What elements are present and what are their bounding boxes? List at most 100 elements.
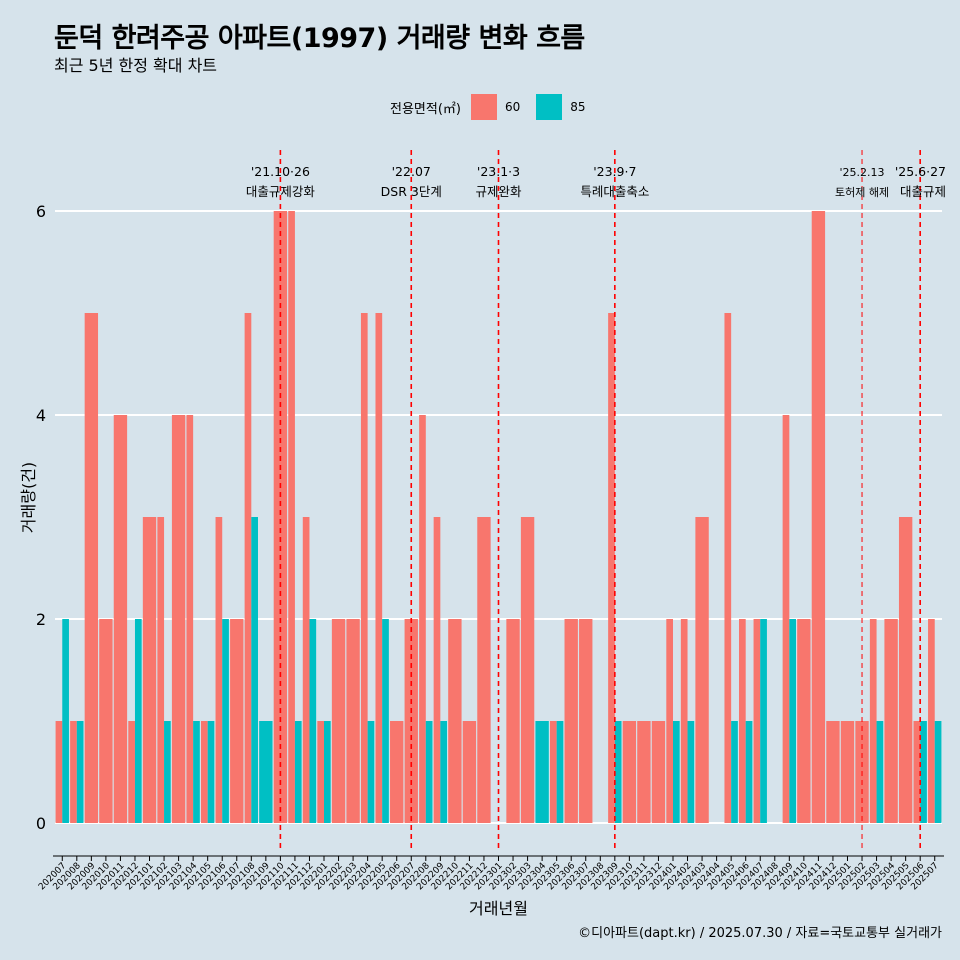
bar-60 [506, 619, 520, 823]
bar-85 [760, 619, 767, 823]
legend-swatch-60 [470, 94, 497, 120]
bar-60 [360, 313, 368, 823]
bar-60 [477, 517, 491, 823]
bar-85 [259, 721, 273, 823]
chart-title: 둔덕 한려주공 아파트(1997) 거래량 변화 흐름 [54, 23, 585, 54]
event-name-label: 대출규제 [900, 184, 946, 199]
bar-60 [142, 517, 157, 823]
bar-60 [288, 211, 295, 823]
bar-60 [913, 721, 921, 823]
bar-60 [782, 415, 790, 823]
bar-60 [724, 313, 732, 823]
bar-60 [171, 415, 186, 823]
bar-60 [346, 619, 360, 823]
bar-85 [207, 721, 215, 823]
bar-60 [448, 619, 462, 823]
event-name-label: DSR 3단계 [381, 184, 442, 199]
bar-85 [687, 721, 695, 823]
bar-60 [739, 619, 746, 823]
bar-60 [128, 721, 135, 823]
bar-60 [215, 517, 223, 823]
bar-60 [244, 313, 252, 823]
bar-85 [789, 619, 797, 823]
bar-85 [164, 721, 171, 823]
bar-60 [331, 619, 346, 823]
bar-60 [433, 517, 441, 823]
x-axis-title: 거래년월 [469, 899, 528, 918]
event-date-label: '25.6·27 [895, 164, 946, 179]
bar-60 [230, 619, 244, 823]
bar-60 [84, 313, 99, 823]
bar-60 [753, 619, 761, 823]
bar-85 [556, 721, 564, 823]
bar-60 [928, 619, 935, 823]
bar-85 [294, 721, 302, 823]
bar-60 [186, 415, 194, 823]
bar-60 [622, 721, 637, 823]
event-date-label: '23.1·3 [477, 164, 520, 179]
bar-85 [920, 721, 927, 823]
legend: 전용면적(㎡) 60 85 [390, 92, 602, 122]
event-date-label: '22.07 [392, 164, 431, 179]
bar-85 [382, 619, 389, 823]
bar-60 [898, 517, 913, 823]
bar-85 [425, 721, 433, 823]
bar-60 [564, 619, 578, 823]
bar-60 [695, 517, 709, 823]
bar-85 [745, 721, 753, 823]
legend-swatch-85 [536, 94, 563, 120]
event-date-label: '25.2.13 [840, 166, 885, 179]
bar-60 [55, 721, 63, 823]
bar-60 [113, 415, 128, 823]
event-name-label: 대출규제강화 [246, 184, 316, 199]
bar-60 [651, 721, 666, 823]
bar-60 [273, 211, 288, 823]
legend-label-60: 60 [504, 100, 521, 114]
bar-60 [797, 619, 811, 823]
event-date-label: '23.9·7 [593, 164, 636, 179]
bar-60 [157, 517, 165, 823]
bar-60 [390, 721, 404, 823]
bar-85 [440, 721, 448, 823]
bar-60 [840, 721, 855, 823]
bar-85 [367, 721, 375, 823]
bar-60 [579, 619, 593, 823]
bar-60 [549, 721, 557, 823]
event-date-label: '21.10·26 [251, 164, 310, 179]
event-name-label: 특례대출축소 [580, 184, 649, 199]
bar-60 [680, 619, 688, 823]
legend-label-85: 85 [570, 100, 586, 114]
event-name-label: 토허제 해제 [835, 185, 889, 199]
y-tick-label: 6 [36, 202, 46, 221]
bar-85 [193, 721, 200, 823]
y-axis-title: 거래량(건) [19, 462, 38, 533]
bar-60 [608, 313, 615, 823]
bar-85 [934, 721, 942, 823]
bar-60 [637, 721, 651, 823]
y-tick-label: 0 [36, 814, 46, 833]
bar-85 [309, 619, 317, 823]
bar-60 [317, 721, 325, 823]
bar-60 [826, 721, 840, 823]
bar-85 [324, 721, 331, 823]
bar-60 [666, 619, 673, 823]
event-name-label: 규제완화 [475, 184, 522, 199]
bar-85 [76, 721, 84, 823]
bar-60 [302, 517, 310, 823]
bar-85 [614, 721, 622, 823]
chart-subtitle: 최근 5년 한정 확대 차트 [54, 56, 218, 75]
bar-60 [375, 313, 383, 823]
bar-60 [811, 211, 826, 823]
bar-60 [884, 619, 898, 823]
bar-85 [876, 721, 884, 823]
bar-85 [251, 517, 258, 823]
bar-60 [520, 517, 535, 823]
bar-85 [62, 619, 69, 823]
bar-60 [70, 721, 77, 823]
y-tick-label: 4 [36, 406, 46, 425]
bar-85 [222, 619, 229, 823]
bar-85 [731, 721, 738, 823]
bar-85 [535, 721, 549, 823]
bar-60 [419, 415, 426, 823]
